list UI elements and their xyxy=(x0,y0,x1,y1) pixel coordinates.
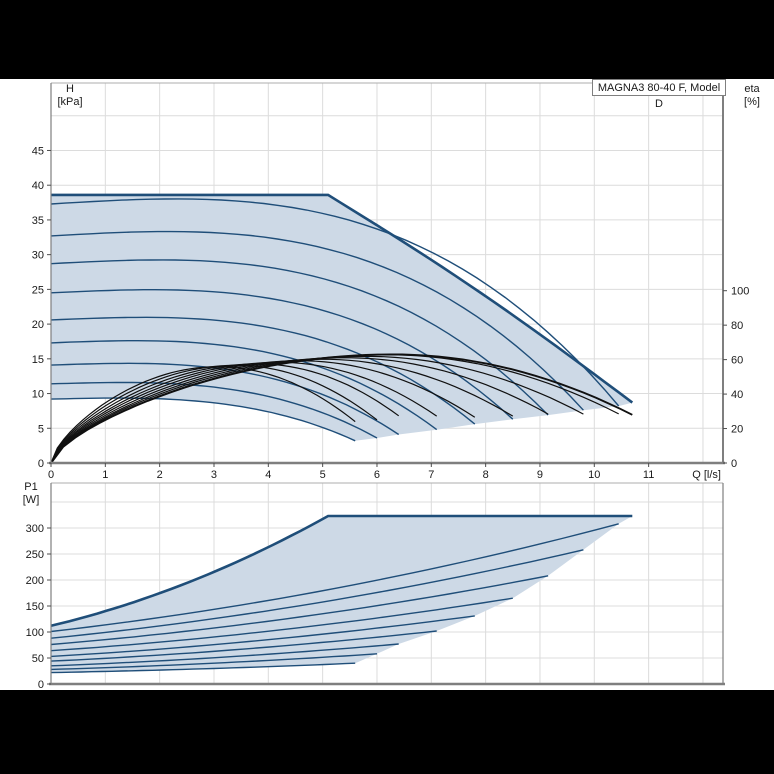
h-tick-label: 5 xyxy=(38,423,44,435)
p1-tick-label: 100 xyxy=(26,627,44,639)
power-curve-p1_5 xyxy=(50,615,475,658)
p1-tick-label: 50 xyxy=(32,653,44,665)
q-tick-label: 11 xyxy=(643,469,654,481)
speed-curve-speed_3 xyxy=(50,362,400,436)
h-tick-label: 40 xyxy=(32,180,44,192)
eta-axis-label-line1: eta xyxy=(744,83,760,95)
p1-axis-label: P1 [W] xyxy=(10,481,52,507)
speed-curve-speed_4 xyxy=(50,340,438,431)
speed-curve-speed_5 xyxy=(50,316,476,425)
power-curve-p1_max xyxy=(50,514,633,628)
eta-tick-label: 0 xyxy=(731,458,737,470)
power-curve-p1_6 xyxy=(50,597,513,652)
p1-tick-label: 200 xyxy=(26,575,44,587)
eta-tick-label: 100 xyxy=(731,286,749,298)
p1-tick-label: 0 xyxy=(38,679,44,690)
h-tick-label: 25 xyxy=(32,284,44,296)
h-axis-label-line2: [kPa] xyxy=(57,96,83,108)
q-tick-label: 10 xyxy=(588,469,600,481)
power-curve-p1_3 xyxy=(50,643,399,667)
p1-axis-label-line1: P1 xyxy=(24,481,38,493)
chart-title-box: MAGNA3 80-40 F, Model D xyxy=(592,79,726,110)
power-curve-p1_7 xyxy=(50,575,549,646)
p1-axis-label-line2: [W] xyxy=(22,494,40,506)
eta-axis-label-line2: [%] xyxy=(744,96,760,108)
eta-curve-eta_min xyxy=(50,366,356,464)
chart-panel: 0 5 10 15 20 25 30 35 40 45 0 1 2 3 4 5 6 7 8 9 10 11 0 20 40 60 8… xyxy=(0,79,774,690)
h-tick-label: 30 xyxy=(32,250,44,262)
h-tick-label: 35 xyxy=(32,215,44,227)
h-tick-label: 45 xyxy=(32,145,44,157)
power-curve-p1_min xyxy=(50,662,356,674)
p1-tick-label: 150 xyxy=(26,601,44,613)
eta-tick-label: 40 xyxy=(731,389,743,401)
p1-tick-label: 250 xyxy=(26,549,44,561)
power-curve-p1_8 xyxy=(50,549,584,639)
q-tick-label: 9 xyxy=(537,469,543,481)
speed-curve-speed_min xyxy=(50,397,356,442)
q-tick-label: 5 xyxy=(320,469,326,481)
speed-curve-speed_6 xyxy=(50,289,514,420)
speed-curve-speed_2 xyxy=(50,381,378,439)
q-tick-label: 4 xyxy=(265,469,271,481)
eta-tick-label: 20 xyxy=(731,424,743,436)
h-tick-label: 0 xyxy=(38,458,44,470)
q-tick-label: 2 xyxy=(157,469,163,481)
q-axis-label: Q [l/s] xyxy=(692,469,721,481)
h-axis-label: H [kPa] xyxy=(46,83,94,109)
speed-curve-speed_7 xyxy=(50,259,549,416)
q-tick-label: 1 xyxy=(102,469,108,481)
q-tick-label: 8 xyxy=(483,469,489,481)
h-tick-label: 20 xyxy=(32,319,44,331)
eta-tick-label: 80 xyxy=(731,320,743,332)
q-tick-label: 7 xyxy=(428,469,434,481)
eta-tick-label: 60 xyxy=(731,355,743,367)
chart-title: MAGNA3 80-40 F, Model D xyxy=(597,82,721,110)
eta-axis-label: eta [%] xyxy=(732,83,772,109)
speed-curve-speed_8 xyxy=(50,230,584,411)
q-tick-label: 3 xyxy=(211,469,217,481)
h-tick-label: 15 xyxy=(32,354,44,366)
q-tick-label: 0 xyxy=(48,469,54,481)
h-axis-label-line1: H xyxy=(66,83,74,95)
p1-tick-label: 300 xyxy=(26,523,44,535)
q-tick-label: 6 xyxy=(374,469,380,481)
power-curve-p1_4 xyxy=(50,630,437,662)
power-curve-p1_2 xyxy=(50,653,378,671)
speed-curve-speed_9 xyxy=(50,198,620,407)
operating-envelope-power xyxy=(51,516,633,673)
power-curve-p1_9 xyxy=(50,523,619,633)
h-tick-label: 10 xyxy=(32,389,44,401)
